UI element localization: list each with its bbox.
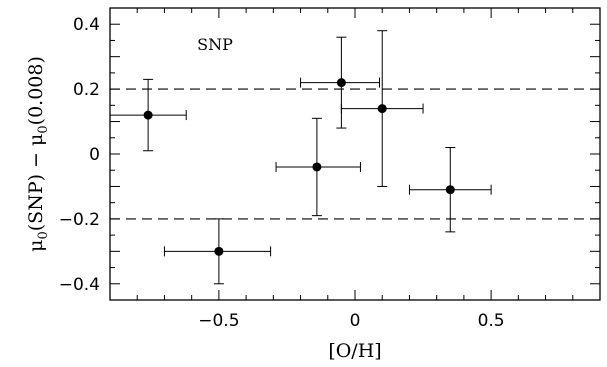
data-point-0 [109,78,187,152]
y-tick-label: 0.2 [73,80,100,100]
data-point-3 [300,36,380,129]
y-axis-title-part-c: μ [25,134,47,146]
plot-frame [109,7,601,301]
y-axis-title-sub-c: 0 [36,125,51,133]
x-tick-label: 0 [350,311,361,331]
data-marker [377,104,387,114]
data-marker [336,78,346,88]
tick-labels: −0.5 0 0.5 −0.4 −0.2 0 0.2 0.4 [59,15,505,331]
annotations: SNP [197,35,233,54]
y-tick-label: 0 [89,145,100,165]
data-marker [214,246,224,256]
data-point-4 [340,30,424,187]
y-axis-title: μ0(SNP) − μ0(0.008) [25,56,51,252]
annotation-label-0: SNP [197,35,233,54]
y-tick-label: 0.4 [73,15,100,35]
y-axis-title-sub-a: 0 [36,231,51,239]
data-point-5 [408,147,492,233]
y-axis-title-part-d: (0.008) [25,56,47,125]
x-tick-label: 0.5 [478,311,505,331]
x-axis-title: [O/H] [328,340,381,362]
data-point-2 [275,117,361,217]
y-tick-label: −0.4 [59,275,100,295]
data-marker [143,110,153,120]
y-tick-label: −0.2 [59,210,100,230]
y-axis-title-part-b: (SNP) − [25,146,47,231]
data-marker [312,162,322,172]
reference-lines [110,88,600,220]
data-points [109,30,492,285]
y-axis-title-part-a: μ [25,240,47,252]
data-point-1 [163,218,272,285]
axis-ticks [109,7,601,301]
x-tick-label: −0.5 [198,311,239,331]
data-marker [445,185,455,195]
plot-area [109,7,601,301]
